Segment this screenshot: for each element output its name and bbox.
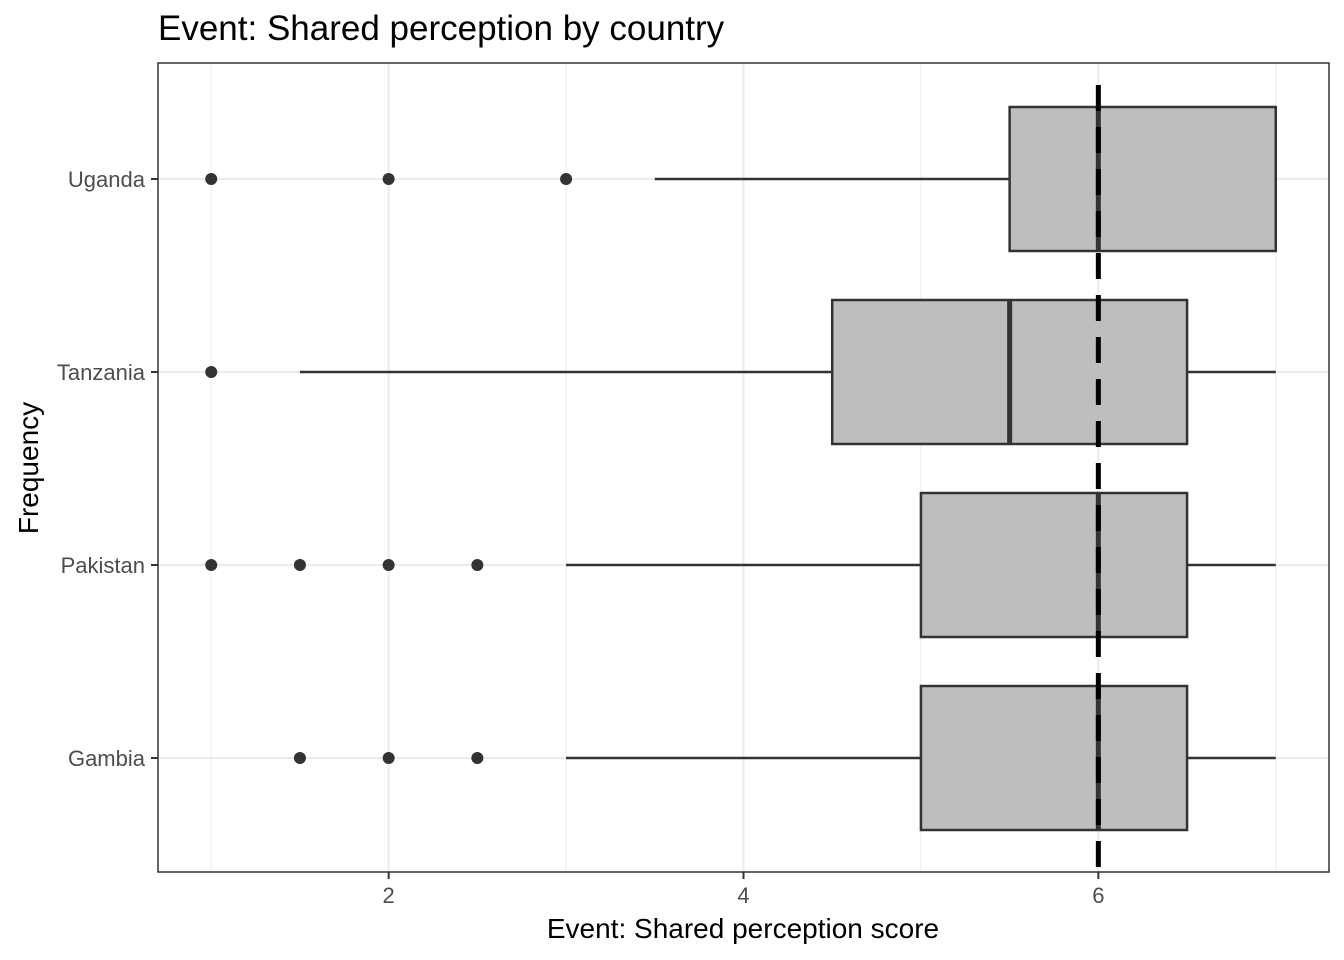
x-tick-label: 2 [383, 883, 395, 908]
outlier-point [382, 173, 395, 185]
y-tick-label: Pakistan [61, 553, 145, 578]
plot-area: Uganda Tanzania Pakistan Gambia 2 4 6 [57, 62, 1330, 908]
x-tick-label: 6 [1092, 883, 1104, 908]
outlier-point [382, 559, 395, 571]
y-axis-title: Frequency [13, 402, 44, 534]
box-gambia [293, 684, 1276, 832]
outlier-point [293, 752, 306, 764]
x-tick-label: 4 [737, 883, 749, 908]
outlier-point [205, 366, 218, 378]
outlier-point [471, 752, 484, 764]
outlier-point [205, 173, 218, 185]
chart-title: Event: Shared perception by country [158, 9, 725, 48]
outlier-point [293, 559, 306, 571]
box-iqr [919, 491, 1189, 639]
box-tanzania [205, 298, 1276, 446]
outlier-point [560, 173, 573, 185]
outlier-point [382, 752, 395, 764]
box-iqr [919, 684, 1189, 832]
outlier-point [471, 559, 484, 571]
x-axis-title: Event: Shared perception score [547, 913, 939, 944]
y-tick-label: Gambia [68, 746, 146, 771]
y-tick-label: Tanzania [57, 360, 146, 385]
outlier-point [205, 559, 218, 571]
box-iqr [1008, 105, 1278, 253]
y-tick-label: Uganda [68, 167, 146, 192]
box-uganda [205, 105, 1278, 253]
